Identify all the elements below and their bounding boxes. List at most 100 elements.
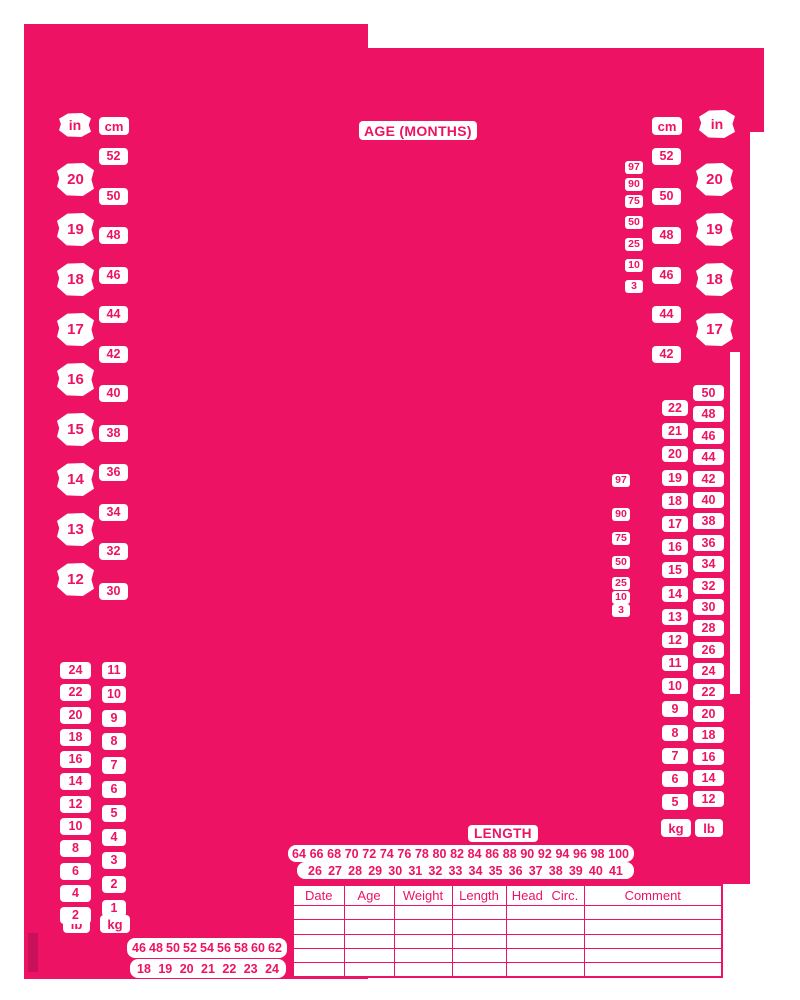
length-cm-tick-label: 70 — [344, 846, 359, 861]
weight-kg-ticks-left: 11 10 9 8 7 6 5 4 3 2 1 — [102, 662, 126, 917]
lb-tick-label: 26 — [693, 641, 724, 658]
length-in-tick-label: 37 — [528, 863, 543, 878]
cm-tick-label: 42 — [652, 345, 681, 363]
lb-tick-label: 22 — [693, 684, 724, 701]
length-cm-ticks-lower-left: 46 48 50 52 54 56 58 60 62 — [127, 938, 287, 958]
lb-tick-label: 16 — [60, 751, 91, 769]
length-cm-tick-label: 58 — [234, 941, 248, 955]
length-cm-tick-label: 92 — [537, 846, 552, 861]
right-margin-white-strip — [730, 352, 740, 694]
table-cell — [505, 919, 585, 935]
percentile-label: 25 — [625, 238, 643, 251]
kg-tick-label: 18 — [662, 492, 688, 509]
length-in-tick-label: 27 — [328, 863, 342, 878]
table-cell — [292, 947, 345, 964]
lb-tick-label: 2 — [60, 907, 91, 925]
kg-tick-label: 8 — [662, 724, 688, 741]
length-cm-tick-label: 60 — [251, 941, 265, 955]
table-cell — [343, 947, 395, 964]
table-row — [292, 919, 723, 935]
table-cell — [583, 962, 723, 978]
length-in-tick-label: 23 — [243, 961, 258, 976]
kg-tick-label: 11 — [102, 662, 126, 679]
in-tick-label: 18 — [696, 263, 733, 296]
length-in-tick-label: 21 — [201, 961, 215, 976]
kg-tick-label: 1 — [102, 899, 126, 917]
head-circ-cm-ticks-left: 52 50 48 46 44 42 40 38 36 34 32 30 — [99, 148, 128, 600]
length-in-tick-label: 40 — [588, 863, 603, 878]
in-tick-label: 17 — [696, 313, 733, 346]
table-cell — [393, 919, 453, 935]
kg-tick-label: 9 — [102, 709, 126, 727]
lb-tick-label: 48 — [693, 406, 724, 423]
length-cm-tick-label: 56 — [217, 941, 231, 955]
table-cell — [393, 947, 453, 964]
length-in-tick-label: 28 — [348, 863, 363, 878]
in-tick-label: 13 — [57, 513, 94, 546]
percentile-label: 97 — [612, 474, 630, 487]
percentile-label: 10 — [612, 591, 630, 604]
length-in-tick-label: 35 — [488, 863, 503, 878]
kg-tick-label: 14 — [662, 585, 688, 602]
length-cm-tick-label: 98 — [590, 846, 605, 861]
table-row — [292, 933, 723, 949]
percentile-label: 50 — [625, 216, 643, 229]
table-cell — [343, 904, 395, 921]
length-in-ticks: 26 27 28 29 30 31 32 33 34 35 36 37 38 39 40 41 — [297, 862, 634, 879]
lb-tick-label: 18 — [693, 727, 724, 744]
lb-tick-label: 12 — [60, 795, 91, 813]
in-tick-label: 12 — [57, 563, 94, 596]
table-cell — [393, 904, 453, 921]
length-in-tick-label: 19 — [158, 961, 173, 976]
length-cm-tick-label: 96 — [573, 846, 587, 861]
table-header-row: Date Age Weight Length Head Circ. Commen… — [292, 884, 723, 906]
kg-tick-label: 2 — [102, 876, 126, 894]
kg-tick-label: 7 — [102, 757, 126, 775]
in-tick-label: 14 — [57, 463, 94, 496]
table-cell — [292, 904, 345, 921]
table-row — [292, 947, 723, 964]
length-in-tick-label: 31 — [408, 863, 423, 878]
kg-tick-label: 20 — [662, 446, 688, 463]
length-axis-label: LENGTH — [468, 825, 538, 842]
lb-tick-label: 16 — [693, 748, 724, 765]
table-cell — [583, 904, 723, 921]
kg-tick-label: 10 — [102, 685, 126, 703]
kg-tick-label: 13 — [662, 608, 688, 625]
head-circ-in-ticks-left: 20 19 18 17 16 15 14 13 12 — [57, 163, 94, 596]
in-tick-label: 20 — [57, 163, 94, 196]
cm-tick-label: 30 — [99, 582, 128, 600]
kg-tick-label: 10 — [662, 678, 688, 695]
length-cm-tick-label: 46 — [132, 941, 146, 955]
kg-tick-label: 6 — [662, 771, 688, 787]
percentile-label: 90 — [625, 178, 643, 191]
in-tick-label: 18 — [57, 263, 94, 296]
percentile-label: 3 — [625, 280, 643, 293]
lb-unit-label-right-bottom: lb — [695, 819, 723, 837]
length-cm-ticks: 64 66 68 70 72 74 76 78 80 82 84 86 88 90 92 94 96 98 100 — [288, 845, 634, 862]
lb-tick-label: 4 — [60, 884, 91, 902]
lb-tick-label: 42 — [693, 470, 724, 487]
in-unit-label-left-top: in — [59, 113, 91, 137]
kg-tick-label: 22 — [662, 400, 688, 416]
weight-lb-ticks-left: 24 22 20 18 16 14 12 10 8 6 4 2 — [60, 662, 91, 925]
table-cell — [505, 933, 585, 949]
percentile-label: 10 — [625, 259, 643, 272]
chart-background-right — [368, 48, 750, 884]
kg-tick-label: 9 — [662, 701, 688, 718]
length-cm-tick-label: 66 — [309, 846, 324, 861]
lb-tick-label: 24 — [60, 662, 91, 679]
table-cell — [583, 919, 723, 935]
in-tick-label: 17 — [57, 313, 94, 346]
length-cm-tick-label: 68 — [327, 846, 342, 861]
length-in-tick-label: 34 — [468, 863, 483, 878]
table-cell — [505, 947, 585, 964]
lb-tick-label: 10 — [60, 818, 91, 836]
cm-tick-label: 44 — [652, 306, 681, 323]
table-cell — [451, 962, 507, 978]
length-cm-tick-label: 62 — [268, 941, 282, 955]
cm-unit-label-right-top: cm — [652, 117, 682, 135]
kg-tick-label: 17 — [662, 515, 688, 532]
length-cm-tick-label: 52 — [183, 941, 197, 955]
cm-tick-label: 52 — [99, 148, 128, 165]
